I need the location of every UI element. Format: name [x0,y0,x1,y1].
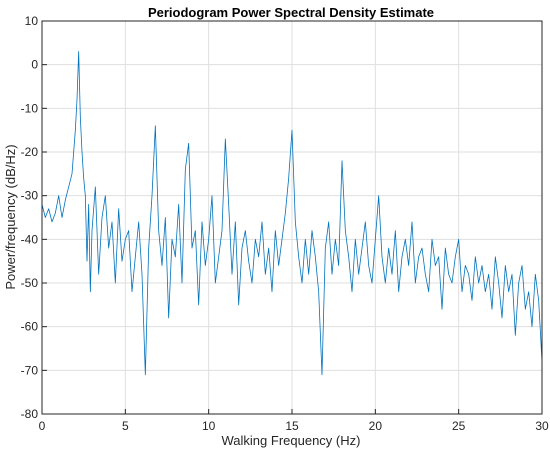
chart-title: Periodogram Power Spectral Density Estim… [148,5,434,20]
y-tick-label: -20 [21,145,39,159]
x-axis-label: Walking Frequency (Hz) [222,433,361,448]
x-tick-label: 25 [452,419,466,433]
psd-series-line [41,51,543,376]
y-tick-label: -10 [21,101,39,115]
y-tick-label: 10 [25,14,39,28]
y-tick-label: -40 [21,232,39,246]
x-ticks: 0 5 10 15 20 25 30 [39,409,549,433]
y-tick-label: -50 [21,276,39,290]
y-tick-label: 0 [31,58,38,72]
series-group [41,51,543,376]
x-tick-label: 20 [369,419,383,433]
x-tick-label: 5 [122,419,129,433]
x-tick-label: 15 [285,419,299,433]
y-axis-label: Power/frequency (dB/Hz) [3,144,18,289]
y-tick-label: -60 [21,320,39,334]
x-tick-label: 30 [535,419,549,433]
grid-lines [41,20,543,415]
x-tick-label: 0 [39,419,46,433]
y-tick-label: -80 [21,407,39,421]
y-tick-label: -70 [21,363,39,377]
x-tick-label: 10 [202,419,216,433]
y-ticks: -80 -70 -60 -50 -40 -30 -20 -10 0 10 [21,14,47,421]
y-tick-label: -30 [21,189,39,203]
